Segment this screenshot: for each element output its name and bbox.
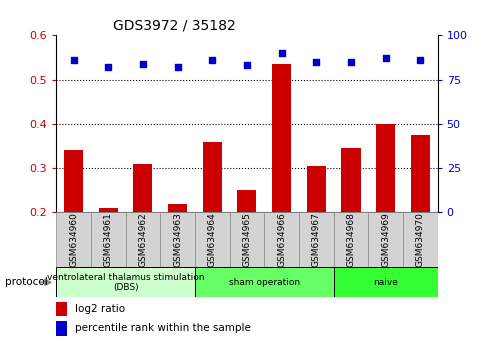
Bar: [402, 212, 437, 267]
Point: [139, 61, 146, 67]
Bar: [229, 212, 264, 267]
Bar: [341, 148, 360, 212]
Text: protocol: protocol: [5, 277, 47, 287]
Bar: [133, 164, 152, 212]
Bar: [333, 212, 367, 267]
Point: [416, 57, 424, 63]
Bar: [306, 166, 325, 212]
Bar: [56, 302, 67, 316]
Bar: [125, 212, 160, 267]
Text: GSM634969: GSM634969: [380, 212, 389, 267]
Bar: [160, 212, 195, 267]
Text: ventrolateral thalamus stimulation
(DBS): ventrolateral thalamus stimulation (DBS): [47, 273, 204, 292]
Point: [346, 59, 354, 65]
Point: [173, 64, 181, 70]
Bar: [203, 142, 222, 212]
Bar: [195, 267, 333, 297]
Text: GSM634966: GSM634966: [277, 212, 285, 267]
Bar: [168, 204, 187, 212]
Bar: [64, 150, 83, 212]
Bar: [237, 190, 256, 212]
Text: log2 ratio: log2 ratio: [75, 304, 125, 314]
Bar: [91, 212, 125, 267]
Text: GSM634965: GSM634965: [242, 212, 251, 267]
Text: GSM634964: GSM634964: [207, 212, 216, 267]
Point: [208, 57, 216, 63]
Bar: [367, 212, 402, 267]
Point: [381, 56, 389, 61]
Bar: [333, 267, 437, 297]
Text: GSM634963: GSM634963: [173, 212, 182, 267]
Bar: [298, 212, 333, 267]
Bar: [264, 212, 298, 267]
Bar: [195, 212, 229, 267]
Text: GSM634967: GSM634967: [311, 212, 320, 267]
Text: GSM634962: GSM634962: [138, 212, 147, 267]
Point: [69, 57, 77, 63]
Point: [277, 50, 285, 56]
Point: [243, 63, 250, 68]
Text: GSM634960: GSM634960: [69, 212, 78, 267]
Text: GSM634968: GSM634968: [346, 212, 355, 267]
Text: GSM634970: GSM634970: [415, 212, 424, 267]
Bar: [375, 124, 394, 212]
Bar: [56, 321, 67, 336]
Point: [104, 64, 112, 70]
Bar: [271, 64, 290, 212]
Bar: [56, 267, 195, 297]
Bar: [410, 135, 429, 212]
Text: sham operation: sham operation: [228, 278, 299, 287]
Bar: [56, 212, 91, 267]
Point: [312, 59, 320, 65]
Text: percentile rank within the sample: percentile rank within the sample: [75, 323, 251, 333]
Text: naive: naive: [372, 278, 397, 287]
Text: GDS3972 / 35182: GDS3972 / 35182: [113, 19, 236, 33]
Text: GSM634961: GSM634961: [103, 212, 113, 267]
Bar: [99, 208, 118, 212]
